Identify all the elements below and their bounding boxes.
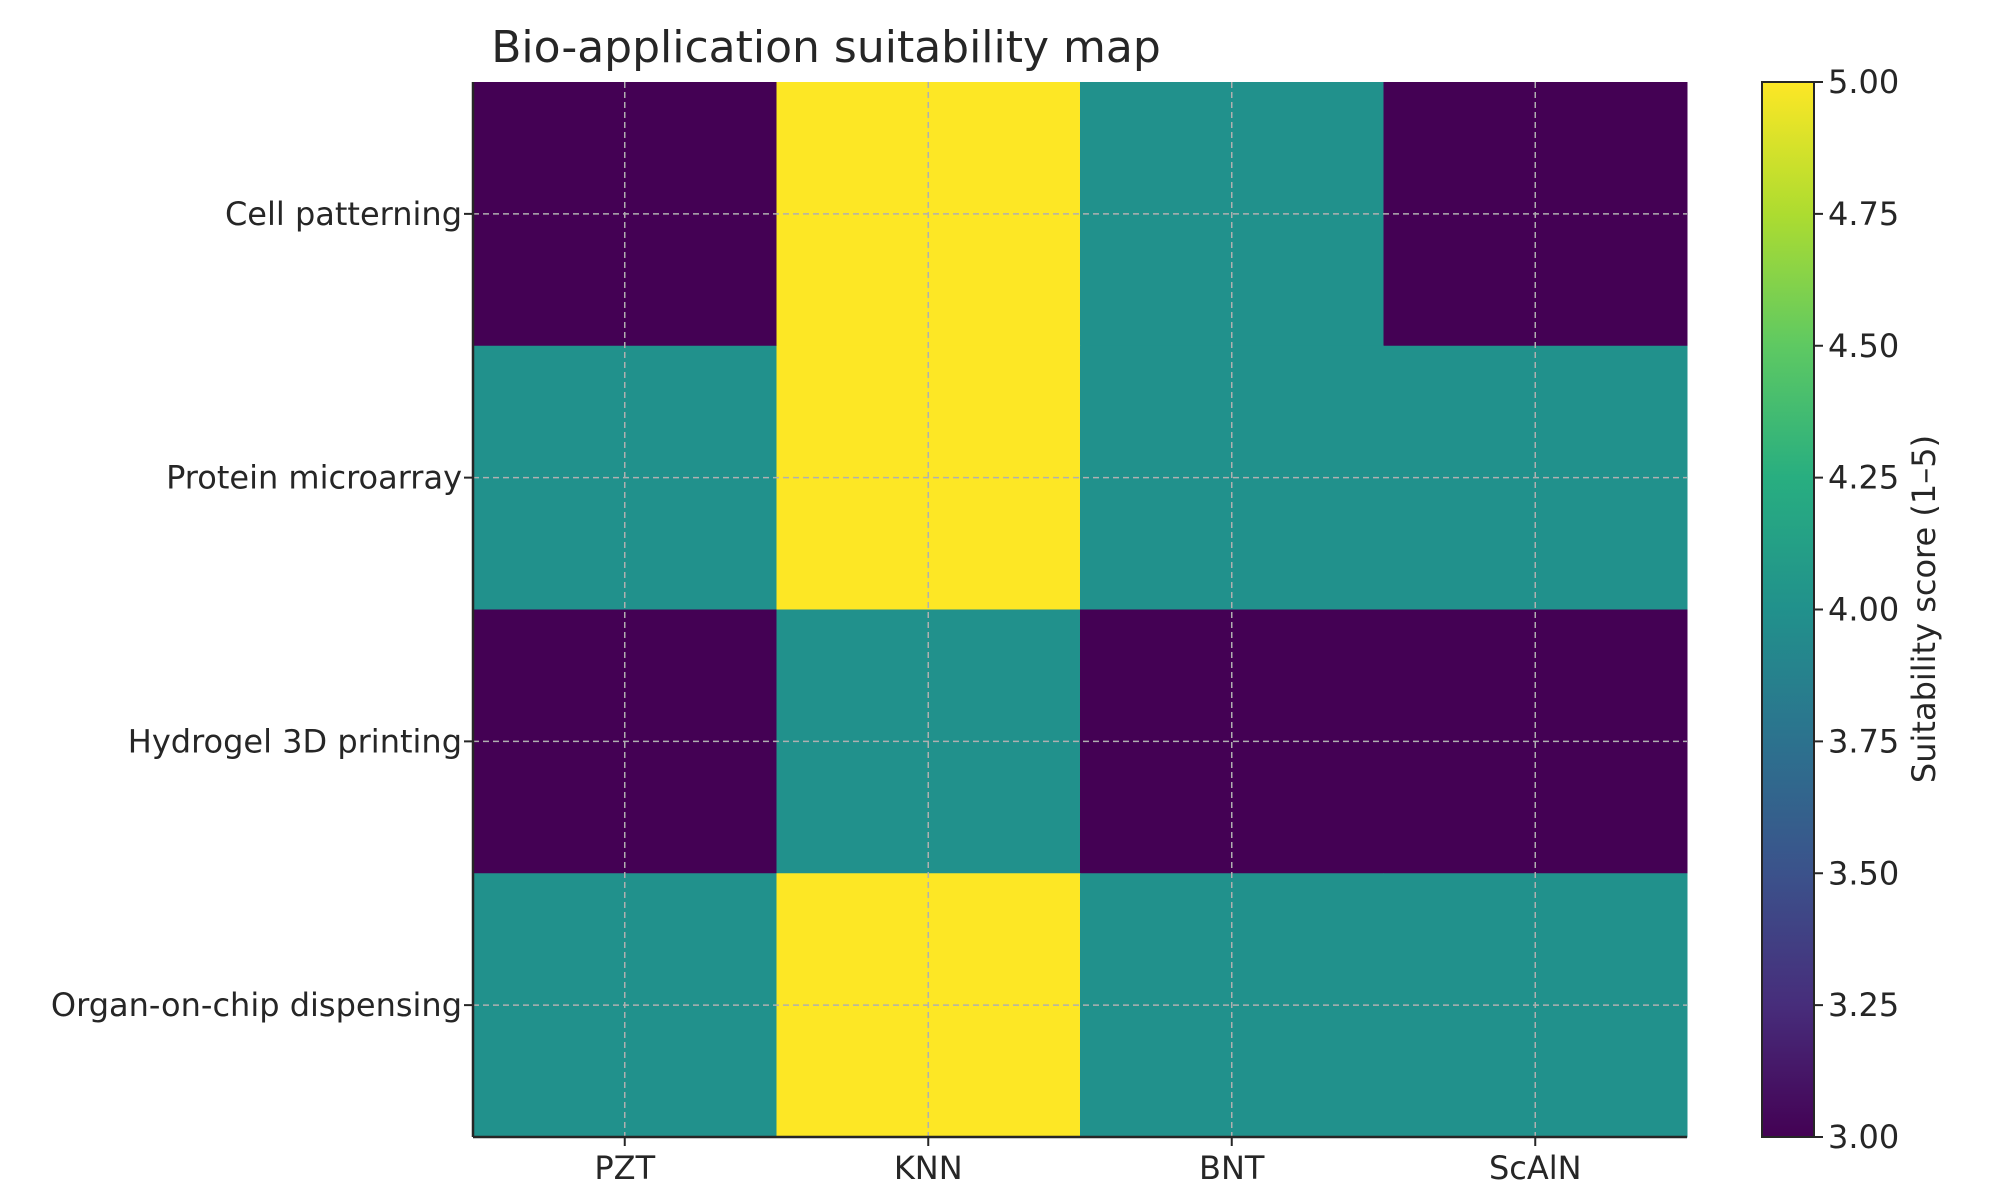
heatmap-cells bbox=[473, 82, 1688, 1138]
colorbar-gradient bbox=[1761, 81, 1815, 1138]
plot-axes bbox=[471, 82, 1687, 1139]
colorbar-tick-label: 4.50 bbox=[1828, 327, 1899, 365]
x-tick-label: KNN bbox=[894, 1149, 963, 1187]
colorbar-tick-label: 4.25 bbox=[1828, 459, 1899, 497]
x-tick-label: ScAlN bbox=[1489, 1149, 1582, 1187]
colorbar-tick-label: 4.75 bbox=[1828, 195, 1899, 233]
colorbar-tick-label: 3.25 bbox=[1828, 986, 1899, 1024]
colorbar-tick-label: 3.50 bbox=[1828, 854, 1899, 892]
chart-title: Bio-application suitability map bbox=[491, 22, 1161, 73]
grid-lines bbox=[473, 82, 1687, 1137]
y-tick-label: Protein microarray bbox=[166, 459, 462, 497]
colorbar-label: Suitability score (1–5) bbox=[1905, 435, 1943, 783]
colorbar-tick-label: 5.00 bbox=[1828, 63, 1899, 101]
y-axis-ticks: Cell patterning Protein microarray Hydroge… bbox=[51, 195, 473, 1024]
colorbar-tick-label: 3.00 bbox=[1828, 1118, 1899, 1156]
x-axis-ticks: PZT KNN BNT ScAlN bbox=[594, 1137, 1582, 1187]
x-tick-label: BNT bbox=[1199, 1149, 1265, 1187]
colorbar-tick-label: 3.75 bbox=[1828, 722, 1899, 760]
y-tick-label: Cell patterning bbox=[225, 195, 462, 233]
x-tick-label: PZT bbox=[594, 1149, 655, 1187]
y-tick-label: Hydrogel 3D printing bbox=[128, 722, 462, 760]
y-tick-label: Organ-on-chip dispensing bbox=[51, 986, 462, 1024]
colorbar: 3.00 3.25 3.50 3.75 4.00 4.25 4.50 4.75 5.00 bbox=[1761, 63, 1899, 1156]
colorbar-tick-label: 4.00 bbox=[1828, 591, 1899, 629]
